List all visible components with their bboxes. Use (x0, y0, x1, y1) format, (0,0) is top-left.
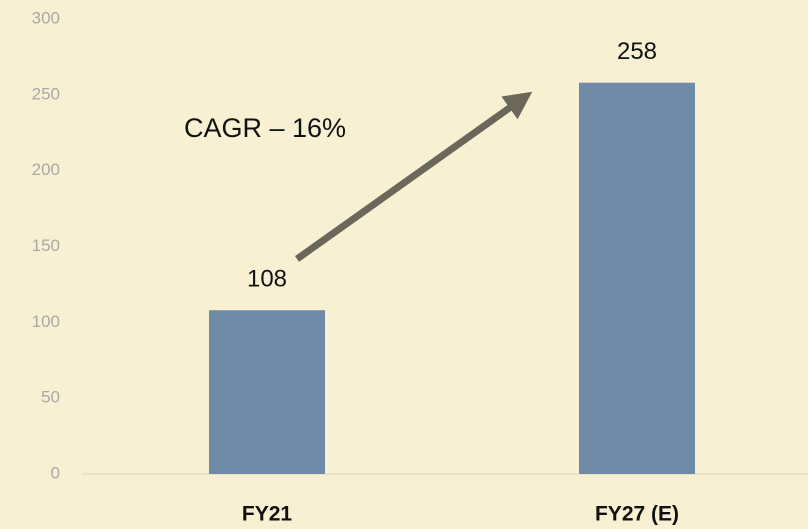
y-tick-label: 100 (32, 312, 60, 331)
y-tick-label: 0 (51, 463, 60, 482)
bar (209, 310, 325, 474)
y-tick-label: 200 (32, 160, 60, 179)
y-tick-label: 150 (32, 236, 60, 255)
y-tick-label: 300 (32, 8, 60, 27)
annotation: CAGR – 16% (184, 113, 346, 143)
y-tick-label: 50 (41, 388, 60, 407)
x-tick-label: FY27 (E) (595, 503, 679, 526)
bar (579, 82, 695, 474)
y-tick-label: 250 (32, 84, 60, 103)
value-label: 258 (617, 38, 657, 65)
x-tick-label: FY21 (242, 503, 293, 526)
cagr-arrow (294, 91, 533, 262)
value-label: 108 (247, 266, 287, 293)
